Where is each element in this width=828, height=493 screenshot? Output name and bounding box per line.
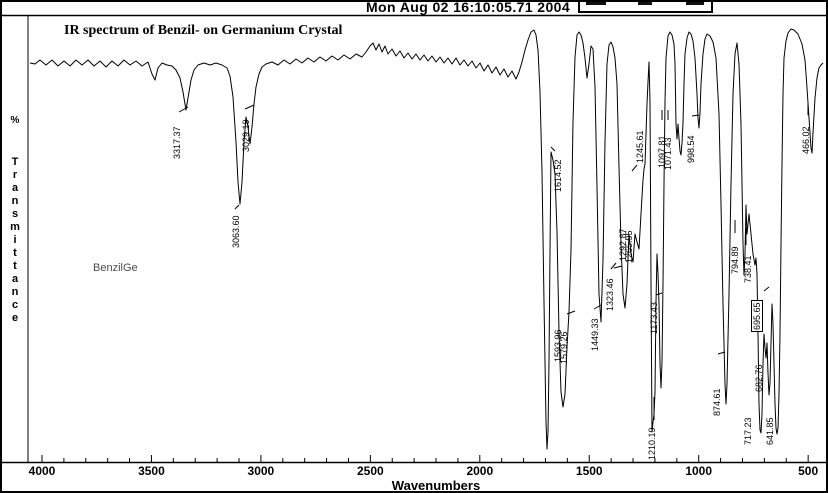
sample-annotation: BenzilGe	[93, 262, 138, 274]
y-axis-letter: r	[12, 169, 18, 181]
x-tick-label: 500	[798, 464, 819, 478]
x-axis-title: Wavenumbers	[391, 478, 481, 493]
titlebar-timestamp: Mon Aug 02 16:10:05.71 2004	[366, 2, 571, 15]
y-axis-letter: i	[13, 234, 17, 246]
y-axis-letter: a	[11, 182, 19, 194]
peak-label[interactable]: 682.76	[754, 364, 764, 392]
peak-leader-tick	[244, 104, 255, 110]
peak-label[interactable]: 874.61	[712, 388, 722, 416]
x-tick-label: 2500	[356, 464, 384, 478]
x-tick-label: 3000	[247, 464, 275, 478]
x-tick-label: 1500	[575, 464, 603, 478]
peak-leader-tick	[717, 351, 726, 355]
peak-label[interactable]: 1265.95	[624, 230, 634, 263]
toolbar-glyph-clipped	[586, 2, 606, 5]
peak-label[interactable]: 3029.19	[241, 119, 251, 152]
y-axis-letter: t	[13, 247, 17, 259]
peak-label[interactable]: 466.02	[801, 126, 811, 154]
peak-label[interactable]: 794.89	[730, 246, 740, 274]
peak-label[interactable]: 998.54	[686, 135, 696, 163]
toolbar-glyph-clipped	[638, 2, 652, 5]
y-axis-letter: n	[11, 195, 19, 207]
peak-leader-tick	[613, 265, 623, 269]
peak-label[interactable]: 738.41	[743, 255, 753, 283]
peak-leader-tick	[566, 310, 576, 315]
spectrum-trace	[29, 28, 824, 450]
toolbar-glyph-clipped	[686, 2, 704, 5]
x-tick-label: 4000	[28, 464, 56, 478]
peak-label[interactable]: 1210.19	[647, 427, 657, 460]
titlebar-toolbar-clipped[interactable]	[578, 2, 713, 13]
y-axis-letter: c	[11, 299, 19, 311]
peak-leader-tick	[655, 292, 663, 296]
chart-title: IR spectrum of Benzil- on Germanium Crys…	[64, 23, 343, 38]
peak-label[interactable]: 1614.52	[553, 159, 563, 192]
peak-label[interactable]: 3063.60	[231, 215, 241, 248]
y-axis-letter: e	[11, 312, 19, 324]
peak-leader-tick	[550, 146, 556, 152]
peak-label[interactable]: 717.23	[743, 417, 753, 445]
peak-label[interactable]: 3317.37	[172, 126, 182, 159]
y-axis-letter: s	[11, 208, 19, 220]
x-tick-label: 2000	[466, 464, 494, 478]
x-tick-label: 1000	[685, 464, 713, 478]
peak-label[interactable]: 1245.61	[635, 130, 645, 163]
x-tick-label: 3500	[138, 464, 165, 478]
peak-leader-tick	[691, 114, 700, 117]
peak-leader-tick	[763, 286, 770, 292]
peak-label[interactable]: 1173.43	[649, 302, 659, 334]
peak-leader-tick	[631, 164, 638, 172]
y-axis-letter: a	[11, 273, 19, 285]
y-axis-letter: T	[11, 156, 19, 168]
percent-sign: %	[10, 115, 20, 126]
peak-label-selected[interactable]: 695.65	[751, 300, 763, 332]
y-axis-letter: t	[13, 260, 17, 272]
peak-leader-tick	[234, 204, 240, 210]
y-axis-letter: m	[10, 221, 20, 233]
peak-label[interactable]: 1579.26	[559, 331, 569, 364]
peak-leader-tick	[178, 106, 189, 113]
window-titlebar: Mon Aug 02 16:10:05.71 2004	[2, 2, 826, 15]
y-axis-letter: n	[11, 286, 19, 298]
peak-label[interactable]: 641.85	[765, 417, 775, 445]
peak-label[interactable]: 1071.43	[663, 137, 673, 170]
peak-leader-tick	[610, 262, 617, 270]
peak-label[interactable]: 1323.46	[605, 278, 615, 311]
peak-leader-tick	[593, 304, 602, 310]
peak-label[interactable]: 1449.33	[590, 318, 600, 351]
